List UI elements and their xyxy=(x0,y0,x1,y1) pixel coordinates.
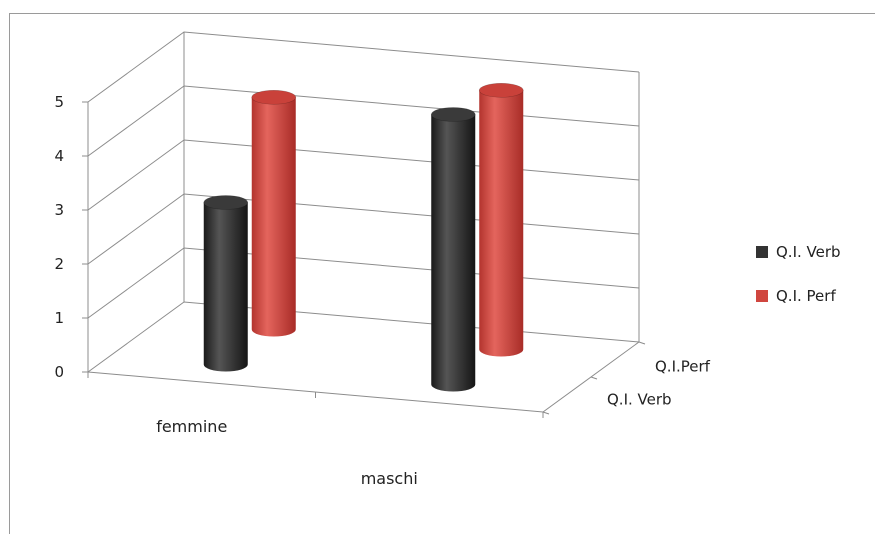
bar-top xyxy=(203,195,249,210)
depth-axis-label: Q.I.Perf xyxy=(655,358,711,376)
bar-body xyxy=(431,114,476,392)
legend: Q.I. Verb Q.I. Perf xyxy=(756,243,841,305)
y-tick-label: 2 xyxy=(54,255,64,273)
floor-edge xyxy=(87,341,640,413)
bar-body xyxy=(251,97,296,337)
category-label: maschi xyxy=(361,469,418,488)
legend-entry: Q.I. Verb xyxy=(776,243,841,261)
bar-q-i-perf-femmine xyxy=(251,90,297,337)
depth-tick-mark xyxy=(542,411,550,415)
legend-swatch xyxy=(756,290,768,302)
y-tick-label: 1 xyxy=(54,309,64,327)
bar-q-i-perf-maschi xyxy=(478,83,524,357)
y-tick-label: 0 xyxy=(54,363,64,381)
bar-top xyxy=(251,90,297,105)
depth-tick-mark xyxy=(590,376,598,380)
labels: 0 1 2 3 4 5 femmine maschi Q.I. Verb Q.I.Perf xyxy=(54,93,710,488)
bar-body xyxy=(479,90,524,357)
gridline xyxy=(87,85,640,157)
gridline xyxy=(87,31,640,103)
gridline xyxy=(87,247,640,319)
bar-q-i-verb-maschi xyxy=(430,107,476,392)
bars xyxy=(203,83,524,392)
bar-top xyxy=(478,83,524,98)
gridline xyxy=(87,193,640,265)
chart-frame xyxy=(9,13,875,534)
legend-entry: Q.I. Perf xyxy=(776,287,836,305)
bar-top xyxy=(430,107,476,122)
depth-tick-mark xyxy=(638,341,646,345)
bar-body xyxy=(203,202,248,372)
category-label: femmine xyxy=(156,417,227,436)
y-tick-label: 4 xyxy=(54,147,64,165)
bar-q-i-verb-femmine xyxy=(203,195,249,372)
depth-axis-label: Q.I. Verb xyxy=(607,391,672,409)
y-tick-label: 5 xyxy=(54,93,64,111)
y-tick-label: 3 xyxy=(54,201,64,219)
axes xyxy=(82,32,646,418)
legend-swatch xyxy=(756,246,768,258)
gridline xyxy=(87,301,640,373)
gridlines xyxy=(87,31,640,373)
gridline xyxy=(87,139,640,211)
